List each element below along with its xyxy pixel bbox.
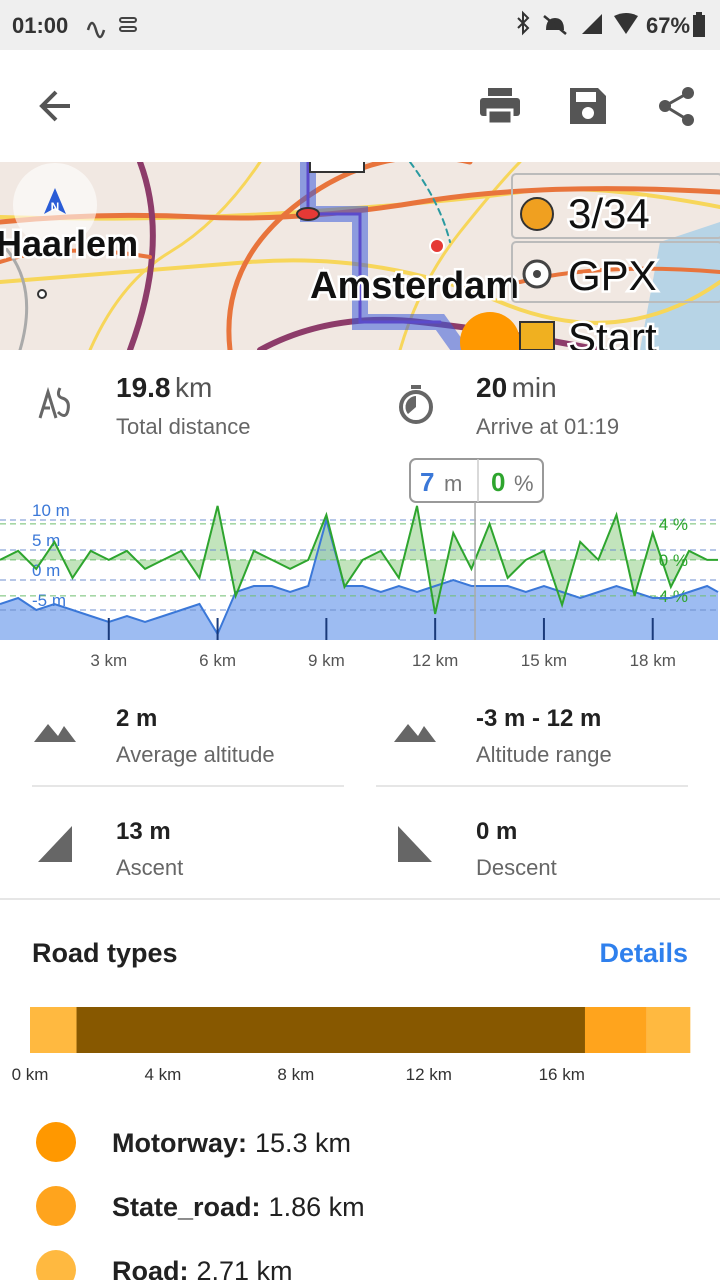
road-tick-label: 4 km: [145, 1065, 182, 1084]
legend-name: State_road:: [112, 1192, 261, 1222]
divider: [0, 898, 720, 900]
widget-points[interactable]: [511, 173, 720, 239]
legend-swatch: [36, 1250, 76, 1280]
save-button[interactable]: [568, 86, 608, 126]
distance-icon: [38, 386, 70, 419]
altitude-area: [0, 520, 718, 640]
battery-level: 67%: [646, 13, 691, 38]
time-label: Arrive at 01:19: [476, 414, 620, 439]
tooltip: [409, 458, 544, 503]
slope-tick-label: 4 %: [659, 515, 688, 534]
tooltip-unit: %: [514, 471, 534, 496]
legend-name: Motorway:: [112, 1128, 247, 1158]
share-button[interactable]: [656, 86, 700, 130]
legend-value: 15.3 km: [255, 1128, 351, 1158]
status-icons-right: [517, 10, 638, 36]
legend-value: 1.86 km: [269, 1192, 365, 1222]
ascent-value: 13 m: [116, 818, 171, 845]
slope-tick-label: -4 %: [653, 587, 688, 606]
descent-icon: [398, 826, 432, 862]
status-bar: 01:00 67%: [0, 0, 720, 50]
ascent-icon: [38, 826, 72, 862]
road-segment: [30, 1007, 77, 1053]
road-segment: [646, 1007, 691, 1053]
clock: 01:00: [12, 13, 69, 38]
value: 20: [476, 372, 508, 403]
widget-text: Start: [568, 314, 657, 350]
altitude-line: [0, 516, 719, 637]
map-label: Amsterdam: [310, 265, 519, 307]
legend-entry: Motorway: 15.3 km: [112, 1128, 351, 1158]
divider: [32, 785, 344, 787]
divider: [376, 785, 688, 787]
road-segment: [584, 1007, 647, 1053]
ascent-label: Ascent: [116, 855, 184, 880]
distance-value: 19.8 km: [116, 372, 212, 404]
road-tick-label: 16 km: [539, 1065, 585, 1084]
legend-swatch: [36, 1122, 76, 1162]
unit: km: [174, 372, 213, 403]
back-button[interactable]: [36, 86, 76, 126]
legend-swatch: [36, 1186, 76, 1226]
legend-entry: State_road: 1.86 km: [112, 1192, 365, 1222]
slope-line: [0, 505, 718, 615]
time-value: 20 min: [476, 372, 557, 404]
distance-label: Total distance: [116, 414, 251, 439]
x-tick-label: 12 km: [412, 651, 458, 670]
slope-area: [0, 505, 718, 614]
print-button[interactable]: [478, 86, 522, 126]
slope-tick-label: 0 %: [659, 551, 688, 570]
section-title: Road types: [32, 938, 178, 968]
altitude-tick-label: 10 m: [32, 501, 70, 520]
x-tick-label: 18 km: [630, 651, 676, 670]
road-types-chart: 0 km 4 km 8 km 12 km 16 km Motorway: 15.3 km St…: [12, 1007, 691, 1280]
altitude-icon: [34, 724, 76, 742]
road-tick-label: 8 km: [277, 1065, 314, 1084]
widget-text: GPX: [568, 252, 657, 299]
battery-icon: [693, 12, 705, 37]
x-tick-label: 9 km: [308, 651, 345, 670]
svg-text:N: N: [51, 200, 60, 214]
x-tick-label: 6 km: [199, 651, 236, 670]
road-tick-label: 0 km: [12, 1065, 49, 1084]
average-altitude-value: 2 m: [116, 705, 158, 732]
unit: min: [511, 372, 557, 403]
altitude-tick-label: 0 m: [32, 561, 60, 580]
average-altitude-label: Average altitude: [116, 742, 275, 767]
map: N Haarlem Amsterdam 3/34 GPX Start: [0, 162, 720, 350]
value: 19.8: [116, 372, 171, 403]
descent-label: Descent: [476, 855, 557, 880]
tooltip-slope: 0: [491, 467, 505, 497]
tooltip-altitude: 7: [420, 467, 434, 497]
app-bar: [0, 50, 720, 162]
x-tick-label: 15 km: [521, 651, 567, 670]
map-label: Haarlem: [0, 223, 138, 264]
legend-entry: Road: 2.71 km: [112, 1256, 293, 1280]
road-segment: [76, 1007, 585, 1053]
x-tick-label: 3 km: [90, 651, 127, 670]
range-icon: [394, 724, 436, 742]
altitude-range-value: -3 m - 12 m: [476, 705, 602, 732]
status-icons-left: [86, 17, 137, 39]
descent-value: 0 m: [476, 818, 518, 845]
elevation-chart: 7 m 0 % 10 m5 m0 m-5 m4 %0 %-4 %3 km 6 km…: [0, 458, 720, 670]
road-tick-label: 12 km: [406, 1065, 452, 1084]
widget-source[interactable]: [511, 241, 720, 303]
tooltip-unit: m: [444, 471, 462, 496]
widget-text: 3/34: [568, 190, 650, 237]
legend-name: Road:: [112, 1256, 189, 1280]
time-icon: [399, 385, 433, 424]
legend-value: 2.71 km: [197, 1256, 293, 1280]
altitude-range-label: Altitude range: [476, 742, 612, 767]
details-link[interactable]: Details: [599, 938, 688, 968]
